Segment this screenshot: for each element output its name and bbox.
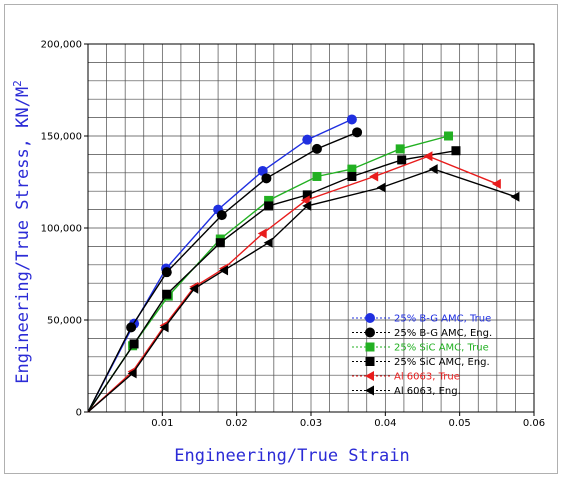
data-point [257, 165, 268, 176]
data-point [444, 131, 454, 141]
legend-item: Al 6063, True [352, 371, 460, 383]
legend-swatch-marker [365, 371, 374, 381]
y-axis-title-group: Engineering/True Stress, KN/M2 [11, 80, 33, 383]
x-tick-label: 0.01 [151, 418, 173, 429]
data-point [347, 164, 357, 174]
y-axis-title: Engineering/True Stress, KN/M2 [11, 80, 33, 383]
data-point [369, 171, 379, 182]
data-point [261, 173, 272, 184]
data-point [263, 237, 273, 248]
x-axis-title: Engineering/True Strain [174, 446, 409, 466]
data-point [312, 171, 322, 181]
legend-label: 25% SiC AMC, True [394, 343, 489, 354]
series-line [87, 155, 498, 413]
series-2 [87, 127, 363, 413]
legend-swatch-marker [365, 313, 375, 323]
data-point [126, 322, 137, 333]
data-point [264, 201, 274, 211]
y-axis-title-superscript: 2 [11, 80, 24, 87]
data-point [346, 114, 357, 125]
data-point [428, 164, 438, 175]
data-point [302, 190, 312, 200]
data-point [397, 155, 407, 165]
legend-item: 25% B-G AMC, Eng. [352, 327, 492, 339]
legend-label: Al 6063, Eng. [394, 386, 461, 397]
data-point [161, 267, 172, 278]
y-axis-title-main: Engineering/True Stress, KN/M [13, 87, 33, 384]
data-point [395, 144, 405, 154]
data-point [215, 238, 225, 248]
series-1 [87, 114, 357, 413]
series-line [87, 168, 516, 413]
data-point [300, 195, 310, 206]
legend-item: 25% SiC AMC, Eng. [352, 357, 490, 368]
data-point [347, 171, 357, 181]
legend-item: Al 6063, Eng. [352, 385, 461, 397]
legend-swatch-marker [365, 342, 375, 352]
data-point [311, 143, 322, 154]
series-6 [87, 164, 520, 413]
y-tick-label: 150,000 [41, 132, 82, 143]
y-tick-label: 0 [76, 408, 82, 419]
legend-swatch-marker [365, 357, 375, 366]
data-point [129, 339, 139, 349]
legend-item: 25% B-G AMC, True [352, 313, 491, 325]
data-point [491, 178, 501, 189]
series-3 [87, 131, 454, 413]
y-tick-label: 200,000 [41, 40, 82, 51]
series-line [87, 118, 353, 413]
data-point [352, 127, 363, 138]
data-point [451, 146, 461, 156]
data-point [159, 322, 169, 333]
legend-swatch-marker [365, 327, 375, 338]
data-point [302, 200, 312, 211]
legend-label: 25% SiC AMC, Eng. [394, 357, 490, 368]
data-point [216, 210, 227, 221]
data-point [423, 151, 433, 162]
y-tick-label: 50,000 [47, 316, 82, 327]
x-tick-label: 0.02 [226, 418, 248, 429]
axes: 0.01 0.02 0.03 0.04 0.05 0.06 0 50,000 100,000 15… [41, 40, 545, 430]
data-point [510, 191, 520, 202]
x-tick-label: 0.03 [300, 418, 322, 429]
x-tick-label: 0.04 [374, 418, 396, 429]
legend: 25% B-G AMC, True 25% B-G AMC, Eng. 25% Si… [352, 313, 492, 397]
x-tick-label: 0.06 [523, 418, 545, 429]
data-point [302, 134, 313, 145]
legend-label: Al 6063, True [394, 372, 460, 383]
y-tick-label: 100,000 [41, 224, 82, 235]
x-tick-label: 0.05 [449, 418, 471, 429]
data-point [257, 228, 267, 239]
data-point [162, 289, 172, 299]
data-point [376, 182, 386, 193]
legend-label: 25% B-G AMC, Eng. [394, 328, 492, 339]
data-point [189, 283, 199, 294]
data-point [264, 195, 274, 205]
legend-swatch-marker [365, 385, 374, 396]
data-point [127, 368, 137, 379]
series-layer [87, 114, 520, 413]
data-point [219, 265, 229, 276]
legend-item: 25% SiC AMC, True [352, 342, 489, 354]
series-4 [87, 146, 461, 413]
legend-label: 25% B-G AMC, True [394, 314, 491, 325]
